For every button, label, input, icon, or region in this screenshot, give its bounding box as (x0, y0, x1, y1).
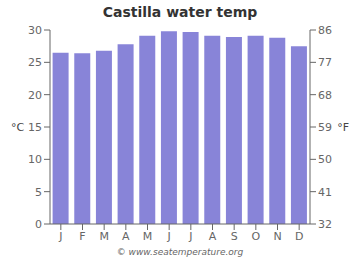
svg-text:M: M (143, 230, 153, 243)
svg-text:25: 25 (28, 56, 42, 69)
svg-text:5: 5 (35, 186, 42, 199)
svg-text:N: N (273, 230, 281, 243)
svg-text:15: 15 (28, 121, 42, 134)
svg-text:50: 50 (318, 153, 332, 166)
svg-text:68: 68 (318, 89, 332, 102)
svg-text:20: 20 (28, 89, 42, 102)
svg-text:30: 30 (28, 24, 42, 37)
svg-text:77: 77 (318, 56, 332, 69)
svg-text:0: 0 (35, 218, 42, 231)
svg-text:59: 59 (318, 121, 332, 134)
svg-text:S: S (231, 230, 238, 243)
html-text:Castilla water temp: Castilla water temp (102, 4, 258, 20)
svg-text:10: 10 (28, 153, 42, 166)
svg-text:A: A (122, 230, 130, 243)
svg-text:°C: °C (11, 121, 25, 134)
svg-text:O: O (251, 230, 260, 243)
svg-text:32: 32 (318, 218, 332, 231)
svg-text:A: A (209, 230, 217, 243)
svg-text:86: 86 (318, 24, 332, 37)
svg-text:41: 41 (318, 186, 332, 199)
svg-text:J: J (58, 230, 62, 243)
svg-text:D: D (295, 230, 303, 243)
html-text:© www.seatemperature.org: © www.seatemperature.org (116, 247, 244, 257)
svg-text:F: F (79, 230, 85, 243)
svg-text:M: M (99, 230, 109, 243)
svg-text:J: J (188, 230, 192, 243)
svg-text:J: J (167, 230, 171, 243)
svg-text:°F: °F (337, 121, 349, 134)
